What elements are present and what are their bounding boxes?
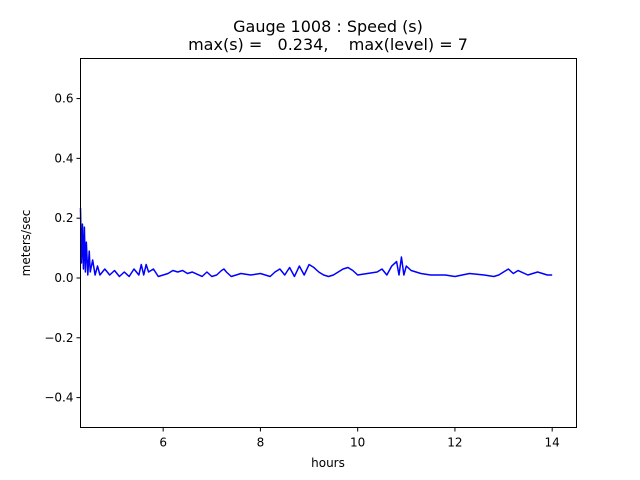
y-tick-label: 0.6 <box>54 92 73 106</box>
y-tick-label: 0.0 <box>54 271 73 285</box>
x-axis: 6 8 10 12 14 <box>159 427 560 450</box>
x-tick-label: 8 <box>257 436 265 450</box>
y-tick-label: 0.2 <box>54 211 73 225</box>
x-tick-label: 14 <box>545 436 560 450</box>
series-line-0 <box>79 207 553 278</box>
plot-area <box>79 207 553 278</box>
x-axis-label: hours <box>311 456 345 470</box>
plot-frame <box>80 58 577 428</box>
x-tick-label: 10 <box>350 436 365 450</box>
x-tick-label: 12 <box>447 436 462 450</box>
y-tick-label: −0.2 <box>44 331 73 345</box>
x-tick-label: 6 <box>159 436 167 450</box>
chart-title-line2: max(s) = 0.234, max(level) = 7 <box>188 35 468 54</box>
y-axis: −0.4 −0.2 0.0 0.2 0.4 0.6 <box>44 92 81 405</box>
y-tick-label: 0.4 <box>54 151 73 165</box>
chart-title-line1: Gauge 1008 : Speed (s) <box>233 17 423 36</box>
y-tick-label: −0.4 <box>44 391 73 405</box>
y-axis-label: meters/sec <box>19 210 33 277</box>
